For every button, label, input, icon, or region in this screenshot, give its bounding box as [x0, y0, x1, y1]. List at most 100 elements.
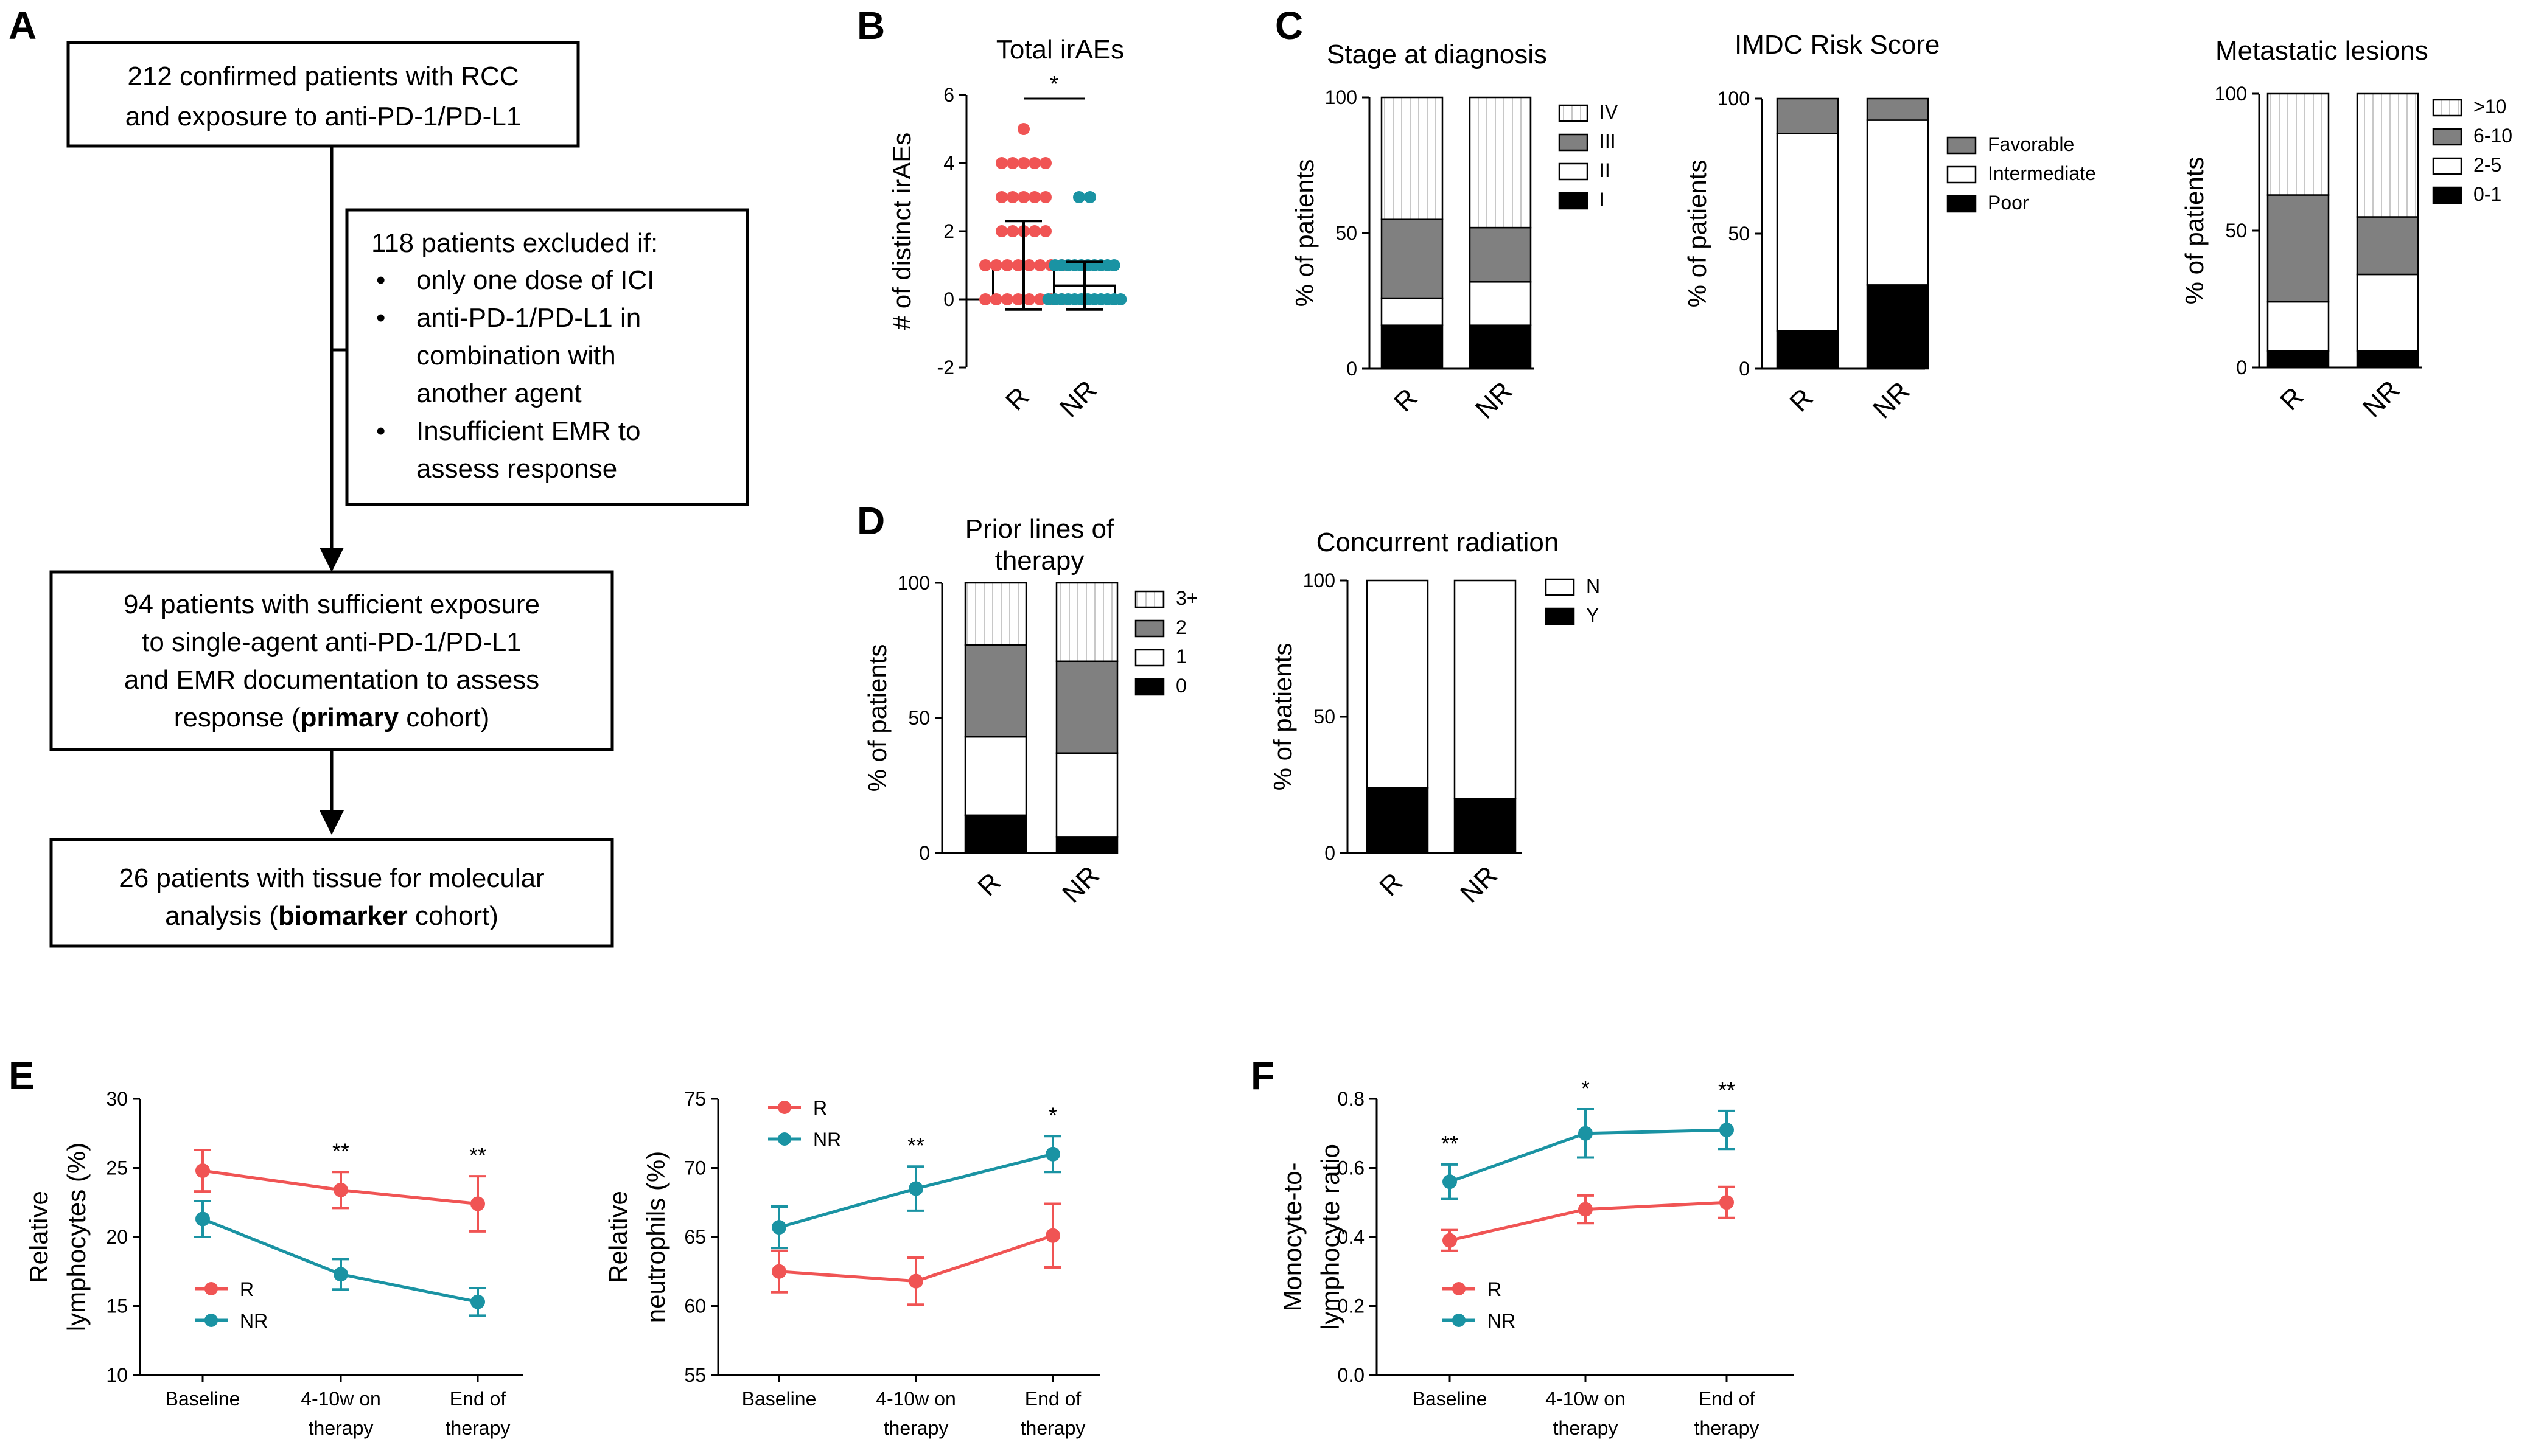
legend-label: I	[1599, 189, 1605, 211]
legend-swatch	[1545, 578, 1575, 596]
data-point	[1012, 293, 1024, 305]
bar-segment-I	[1380, 324, 1444, 370]
exclusion-item: only one dose of ICI	[416, 265, 654, 295]
flow-biomarker-line1: 26 patients with tissue for molecular	[119, 863, 544, 893]
x-tick-label: therapy	[1021, 1417, 1086, 1439]
data-point	[1114, 293, 1127, 305]
data-point-NR	[909, 1181, 923, 1196]
y-tick-label: 60	[684, 1295, 706, 1317]
data-point-R	[1442, 1233, 1457, 1248]
flow-biomarker-line2-post: cohort)	[408, 901, 498, 931]
bar-segment-0-1	[2356, 350, 2419, 369]
legend-label: Y	[1586, 604, 1599, 626]
legend-marker	[778, 1101, 791, 1114]
y-tick-label: 50	[1335, 222, 1357, 244]
flow-biomarker-line2-pre: analysis (	[165, 901, 278, 931]
data-point	[1001, 293, 1013, 305]
bar-segment-3+	[964, 582, 1027, 646]
significance-label: *	[1050, 71, 1058, 96]
chart-title: Stage at diagnosis	[1327, 40, 1547, 69]
data-point-R	[470, 1196, 485, 1211]
data-point	[990, 293, 1002, 305]
x-tick-label: R	[1388, 383, 1423, 417]
bar-segment-Favorable	[1866, 97, 1929, 121]
x-tick-label: R	[1000, 381, 1035, 416]
legend-label: 6-10	[2473, 125, 2512, 147]
x-tick-label: NR	[1455, 860, 1503, 909]
y-tick-label: 0.0	[1338, 1364, 1365, 1386]
legend-label: NR	[813, 1129, 841, 1151]
data-point	[1007, 191, 1019, 203]
bar-segment-III	[1380, 218, 1444, 299]
bar-segment-I	[1469, 324, 1532, 370]
bar-segment-Y	[1453, 798, 1517, 854]
data-point	[1018, 157, 1030, 169]
data-point-R	[1719, 1195, 1734, 1210]
data-point-R	[195, 1163, 210, 1179]
exclusion-bullet: •	[376, 265, 385, 295]
flow-box-confirmed	[66, 41, 580, 148]
bar-segment-0	[1055, 836, 1119, 854]
exclusion-bullet: •	[376, 303, 385, 333]
legend-swatch	[1946, 165, 1977, 184]
x-tick-label: 4-10w on	[301, 1388, 381, 1410]
legend-label: II	[1599, 159, 1610, 181]
y-tick-label: 100	[1718, 88, 1750, 110]
panel-label-a: A	[9, 4, 37, 47]
flow-excluded-list: • only one dose of ICI • anti-PD-1/PD-L1…	[376, 265, 654, 484]
y-tick-label: 4	[943, 152, 954, 174]
data-point	[1040, 191, 1052, 203]
x-tick-label: NR	[1470, 376, 1518, 425]
legend-swatch	[2432, 157, 2462, 175]
panel-label-b: B	[857, 4, 885, 47]
significance-label: **	[469, 1143, 486, 1168]
y-tick-label: 50	[908, 707, 930, 729]
legend-marker	[778, 1132, 791, 1146]
y-tick-label: 0.2	[1338, 1295, 1365, 1317]
y-tick-label: 20	[106, 1226, 128, 1248]
bar-segment-Poor	[1776, 330, 1839, 370]
chart-relative-lymphocytes: 10 15 20 25 30 Relative lymphocytes (%) Baselin…	[24, 1088, 523, 1439]
significance-label: **	[1718, 1078, 1735, 1102]
bar-segment->10	[2356, 92, 2419, 218]
y-axis-label: % of patients	[1268, 643, 1297, 791]
y-axis-label: Monocyte-to-	[1278, 1162, 1307, 1311]
chart-title: Prior lines of	[965, 514, 1114, 544]
bar-segment-IV	[1469, 96, 1532, 229]
flow-box-confirmed-line1: 212 confirmed patients with RCC	[127, 61, 519, 91]
legend-swatch	[1134, 619, 1165, 638]
x-tick-label: R	[972, 867, 1007, 902]
y-tick-label: 50	[2225, 220, 2247, 242]
x-tick-label: End of	[450, 1388, 506, 1410]
y-tick-label: 0	[919, 842, 930, 864]
data-point	[1023, 293, 1035, 305]
data-point	[1029, 191, 1041, 203]
data-point-R	[909, 1273, 923, 1289]
bar-segment-3+	[1055, 582, 1119, 663]
y-tick-label: 75	[684, 1088, 706, 1110]
x-tick-label: NR	[1867, 376, 1916, 425]
data-point-NR	[334, 1267, 348, 1282]
legend-label: >10	[2473, 96, 2506, 117]
bar-segment-1	[1055, 752, 1119, 838]
x-tick-label: R	[2274, 381, 2309, 416]
y-tick-label: 50	[1313, 706, 1335, 728]
flow-arrowhead-main	[320, 548, 344, 572]
data-point	[1034, 259, 1046, 271]
data-point	[1018, 123, 1030, 135]
data-point-R	[772, 1264, 786, 1279]
legend-swatch	[2432, 128, 2462, 146]
chart-title: Metastatic lesions	[2215, 36, 2428, 66]
x-tick-label: R	[1374, 867, 1408, 902]
chart-imdc-risk-score: IMDC Risk Score 0 50 100 % of patients R NR Fav…	[1683, 30, 2096, 425]
y-axis-label: Relative	[604, 1191, 632, 1283]
flow-primary-line2: to single-agent anti-PD-1/PD-L1	[142, 627, 522, 657]
legend-swatch	[1134, 678, 1165, 696]
bar-segment-2-5	[2266, 301, 2330, 352]
y-tick-label: -2	[937, 357, 954, 378]
y-tick-label: 15	[106, 1295, 128, 1317]
chart-monocyte-lymphocyte-ratio: 0.0 0.2 0.4 0.6 0.8 Monocyte-to-lymphocyte ra…	[1278, 1076, 1794, 1439]
legend-swatch	[1134, 590, 1165, 608]
x-tick-label: Baseline	[1413, 1388, 1487, 1410]
